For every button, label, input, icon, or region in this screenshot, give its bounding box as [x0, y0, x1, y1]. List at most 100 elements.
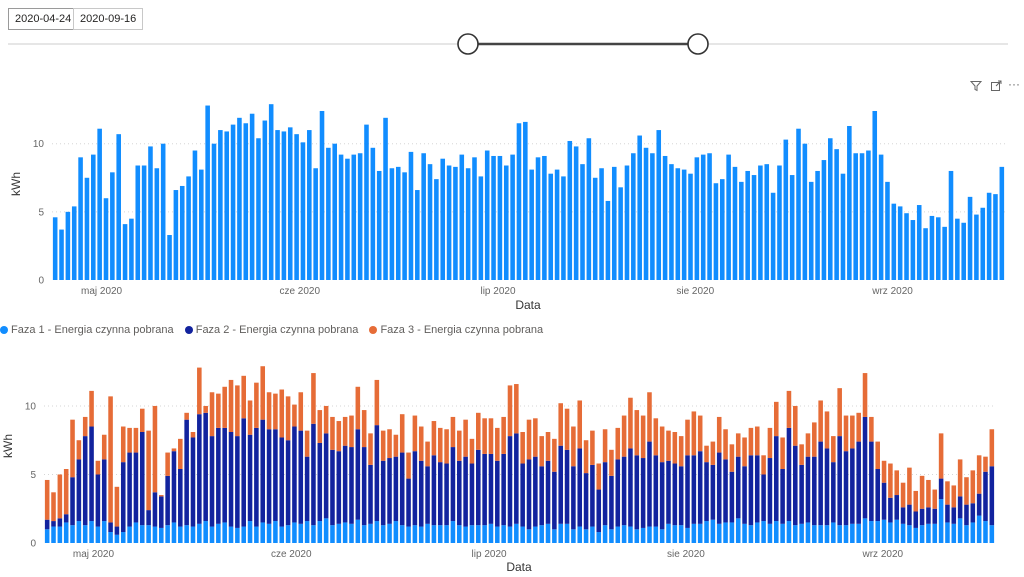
- filter-icon[interactable]: [969, 80, 983, 94]
- bar-segment: [615, 427, 621, 460]
- bar-segment: [241, 375, 246, 419]
- x-tick-label: wrz 2020: [861, 549, 903, 560]
- bar-segment: [831, 436, 836, 463]
- bar-segment: [938, 478, 944, 500]
- bar: [389, 168, 395, 280]
- bar-segment: [120, 462, 126, 533]
- bar-segment: [292, 426, 297, 523]
- legend-item-faza-3[interactable]: Faza 3 - Energia czynna pobrana: [369, 324, 543, 336]
- bar-segment: [888, 497, 893, 523]
- bar: [910, 220, 916, 280]
- bar-segment: [266, 429, 272, 524]
- bar-segment: [805, 522, 811, 543]
- bar-segment: [273, 521, 278, 543]
- bar-segment: [628, 526, 633, 543]
- bar-segment: [495, 526, 500, 543]
- bar: [675, 168, 681, 280]
- bar: [440, 158, 446, 280]
- bar-segment: [108, 532, 113, 543]
- bar-segment: [431, 421, 437, 456]
- bar: [605, 200, 611, 280]
- bar-segment: [152, 526, 158, 543]
- bar-segment: [812, 422, 817, 457]
- bar-segment: [139, 525, 145, 543]
- bar-segment: [691, 455, 697, 524]
- bar: [84, 177, 90, 280]
- bar-segment: [976, 515, 982, 543]
- slider-start-handle[interactable]: [457, 33, 479, 55]
- bar-segment: [964, 504, 969, 526]
- bar: [110, 172, 115, 280]
- bar-segment: [209, 436, 215, 527]
- bar-segment: [786, 427, 792, 522]
- bar-segment: [989, 466, 995, 526]
- bar: [510, 154, 515, 280]
- start-date-input[interactable]: 2020-04-24: [8, 8, 79, 30]
- x-tick-label: lip 2020: [480, 286, 515, 297]
- more-options-icon[interactable]: ···: [1008, 77, 1020, 91]
- bar-segment: [507, 436, 513, 527]
- bar-segment: [285, 525, 291, 543]
- bar-segment: [203, 521, 208, 543]
- bar-segment: [463, 456, 468, 527]
- bar-segment: [520, 463, 525, 527]
- bar: [122, 224, 128, 280]
- bar: [967, 196, 973, 280]
- bar-segment: [945, 481, 950, 505]
- focus-mode-icon[interactable]: [990, 80, 1002, 94]
- bar: [338, 154, 344, 280]
- bar-segment: [285, 440, 291, 526]
- bar-segment: [856, 412, 861, 442]
- bar-segment: [729, 471, 735, 523]
- bar: [376, 170, 382, 280]
- y-tick-label: 0: [38, 276, 44, 287]
- bar-segment: [888, 522, 893, 543]
- bar-segment: [76, 459, 82, 522]
- bar-segment: [761, 521, 766, 543]
- legend-dot: [184, 326, 193, 334]
- legend-item-faza-2[interactable]: Faza 2 - Energia czynna pobrana: [184, 324, 358, 336]
- bar: [637, 135, 642, 280]
- bar-segment: [279, 437, 285, 527]
- legend-item-faza-1[interactable]: Faza 1 - Energia czynna pobrana: [0, 324, 174, 336]
- bar-segment: [501, 416, 506, 454]
- bar-segment: [273, 393, 278, 430]
- bar-segment: [590, 430, 595, 465]
- bar: [770, 192, 776, 280]
- bar-segment: [831, 522, 836, 543]
- bar-segment: [678, 525, 684, 543]
- bar-segment: [456, 430, 462, 461]
- bar-segment: [767, 458, 773, 524]
- end-date-input[interactable]: 2020-09-16: [73, 8, 144, 30]
- bar-segment: [716, 523, 722, 543]
- bar: [249, 113, 255, 280]
- bar-segment: [767, 523, 773, 543]
- bar-segment: [476, 525, 481, 543]
- bar-segment: [247, 434, 253, 522]
- bar-segment: [685, 455, 690, 528]
- bar-segment: [101, 434, 107, 460]
- bar-segment: [634, 455, 640, 530]
- bar-segment: [406, 526, 411, 543]
- bar-segment: [209, 392, 215, 437]
- bar-segment: [640, 458, 646, 528]
- bar-segment: [57, 474, 63, 519]
- bar-segment: [850, 448, 855, 524]
- bar-segment: [951, 485, 957, 508]
- bar: [287, 127, 293, 280]
- bar-segment: [659, 462, 665, 530]
- bar-segment: [786, 521, 792, 543]
- x-tick-label: wrz 2020: [871, 286, 913, 297]
- bar-segment: [691, 523, 697, 543]
- bar: [872, 110, 878, 281]
- bar-segment: [983, 471, 988, 522]
- slider-end-handle[interactable]: [687, 33, 709, 55]
- bar-segment: [907, 504, 912, 526]
- bar: [395, 166, 401, 280]
- bar-segment: [336, 421, 342, 452]
- date-range-slider[interactable]: [0, 28, 1024, 60]
- bar-segment: [615, 526, 621, 543]
- chart-bars: [52, 104, 1005, 281]
- bar-segment: [260, 366, 266, 420]
- bar-segment: [564, 449, 570, 524]
